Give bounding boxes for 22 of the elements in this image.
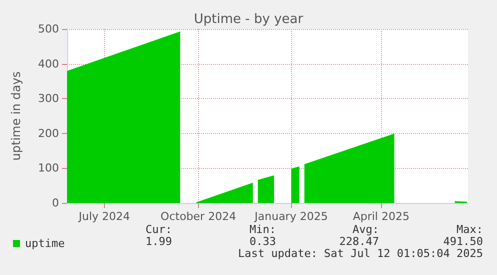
text: Cur: bbox=[146, 223, 172, 236]
text: Min: bbox=[250, 223, 276, 236]
text: 491.50 bbox=[443, 235, 484, 248]
x-tick-label: July 2024 bbox=[78, 210, 130, 223]
text: Last update: Sat Jul 12 01:05:04 2025 bbox=[238, 247, 484, 260]
y-tick-label: 200 bbox=[38, 126, 59, 140]
text: 0.33 bbox=[250, 235, 276, 248]
text: 1.99 bbox=[146, 235, 172, 248]
y-tick-label: 500 bbox=[38, 22, 59, 36]
x-tick-label: April 2025 bbox=[352, 210, 410, 223]
text: 228.47 bbox=[339, 235, 380, 248]
chart-title: Uptime - by year bbox=[194, 12, 304, 27]
legend-label: uptime bbox=[25, 237, 65, 250]
x-tick-label: October 2024 bbox=[160, 210, 236, 223]
text: Max: bbox=[456, 223, 484, 236]
y-tick-label: 400 bbox=[38, 57, 59, 70]
text: Avg: bbox=[352, 223, 380, 236]
y-tick-label: 300 bbox=[38, 92, 59, 106]
x-tick-label: January 2025 bbox=[254, 210, 328, 223]
y-tick-label: 0 bbox=[52, 196, 59, 210]
y-axis-title: uptime in days bbox=[9, 71, 23, 161]
y-tick-label: 100 bbox=[38, 162, 59, 175]
